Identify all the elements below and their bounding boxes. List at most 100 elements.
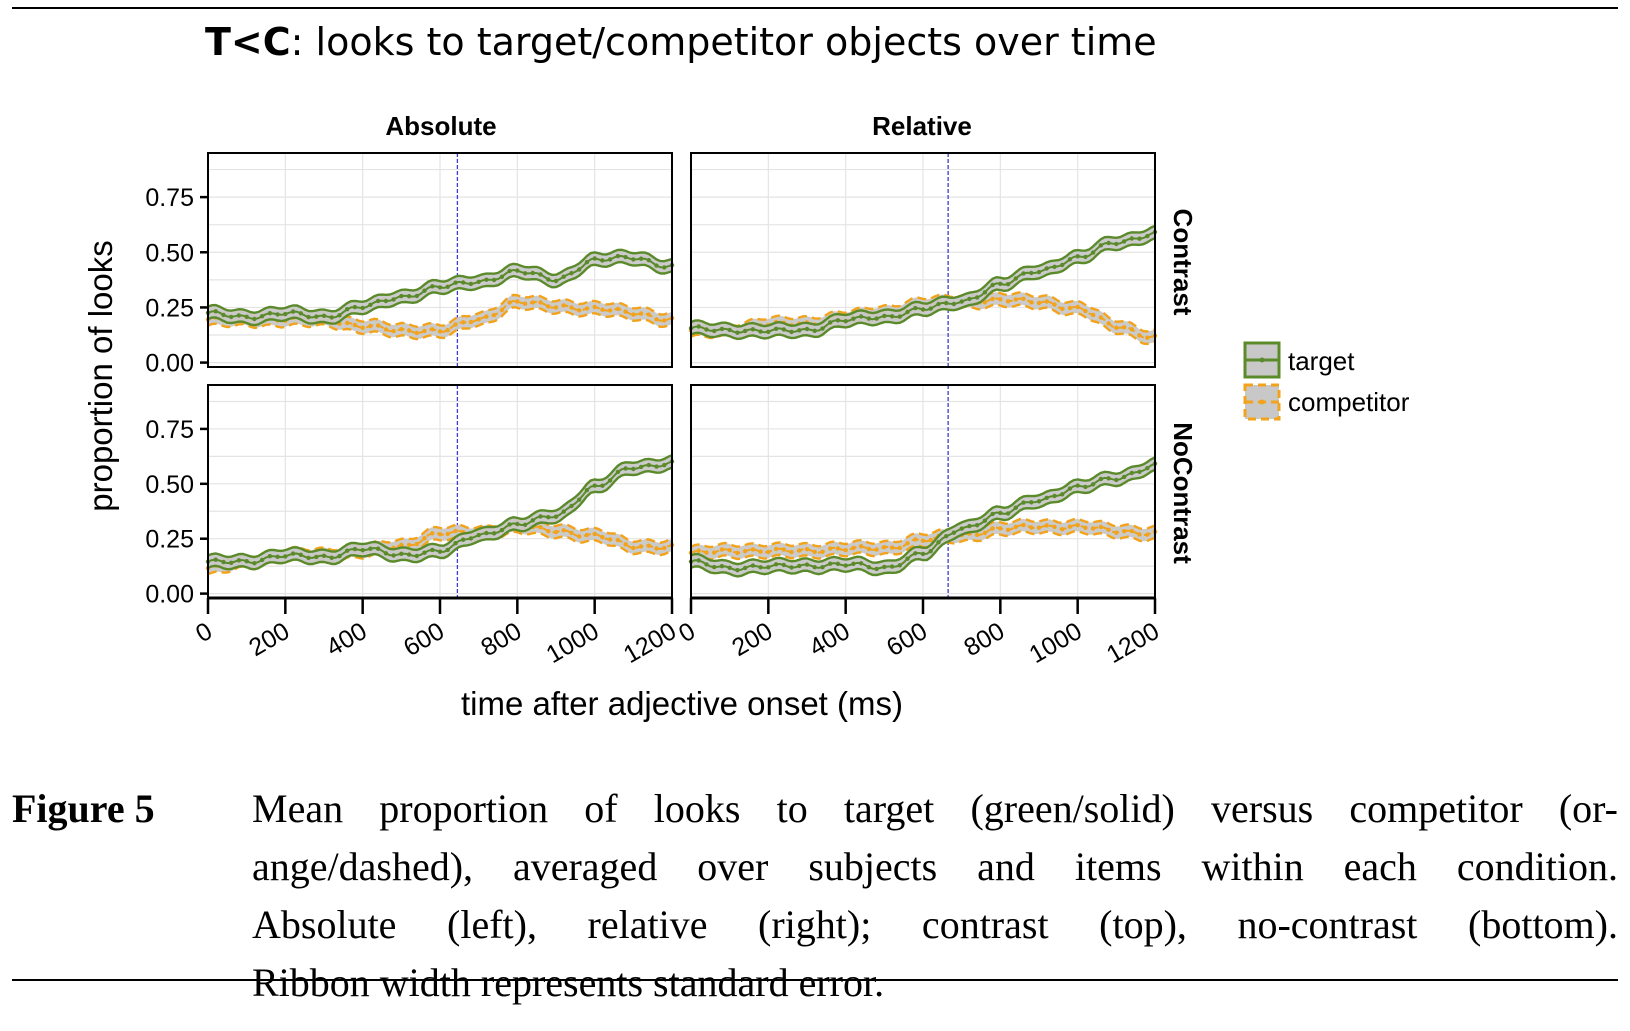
point-target xyxy=(252,561,257,566)
point-competitor xyxy=(422,536,427,541)
point-target xyxy=(835,561,841,566)
point-target xyxy=(236,558,242,563)
x-tick-label: 1200 xyxy=(1102,617,1164,669)
point-target xyxy=(1083,484,1088,490)
point-target xyxy=(244,559,249,564)
point-target xyxy=(430,284,435,289)
point-competitor xyxy=(461,320,466,325)
point-competitor xyxy=(584,306,590,311)
point-target xyxy=(1013,505,1018,510)
legend-key-target xyxy=(1243,341,1281,379)
point-competitor xyxy=(623,309,628,314)
point-target xyxy=(267,554,273,559)
y-tick-label: 0.75 xyxy=(145,416,194,444)
point-target xyxy=(843,319,848,324)
point-target xyxy=(967,523,972,529)
point-competitor xyxy=(453,528,458,534)
figure-title-text: : looks to target/competitor objects ove… xyxy=(290,20,1157,64)
point-competitor xyxy=(1083,525,1088,530)
point-competitor xyxy=(1013,524,1018,530)
point-target xyxy=(928,306,933,311)
point-competitor xyxy=(1137,333,1142,338)
point-target xyxy=(828,320,833,325)
point-competitor xyxy=(982,300,988,305)
point-target xyxy=(897,563,902,568)
point-target xyxy=(1036,499,1042,504)
caption-line-1: Mean proportion of looks to target (gree… xyxy=(252,786,1618,831)
point-target xyxy=(905,556,910,561)
point-target xyxy=(758,565,763,570)
point-competitor xyxy=(920,538,926,543)
point-target xyxy=(1137,236,1142,241)
point-target xyxy=(507,522,512,527)
point-target xyxy=(445,284,450,289)
point-target xyxy=(607,257,613,262)
point-target xyxy=(445,547,450,553)
panel-absolute-nocontrast xyxy=(205,384,675,599)
point-target xyxy=(383,551,389,556)
point-competitor xyxy=(414,330,419,336)
point-target xyxy=(453,280,458,285)
point-target xyxy=(789,565,794,570)
point-target xyxy=(290,551,296,556)
point-competitor xyxy=(1060,306,1065,311)
ribbon-lower-edge-target xyxy=(207,466,673,571)
point-competitor xyxy=(889,545,895,550)
point-target xyxy=(476,279,481,284)
point-competitor xyxy=(1129,327,1135,332)
point-competitor xyxy=(430,531,435,536)
point-competitor xyxy=(812,549,817,555)
point-target xyxy=(491,277,497,283)
point-target xyxy=(507,268,512,274)
point-competitor xyxy=(607,537,613,542)
point-competitor xyxy=(437,329,443,334)
point-target xyxy=(773,562,779,567)
point-competitor xyxy=(874,547,879,552)
point-target xyxy=(944,300,949,306)
point-competitor xyxy=(866,546,872,552)
panels-layer xyxy=(205,152,1158,599)
x-tick-label: 1000 xyxy=(541,617,603,669)
point-target xyxy=(858,561,864,566)
point-competitor xyxy=(820,549,825,554)
point-target xyxy=(646,258,651,263)
point-target xyxy=(882,564,887,570)
point-competitor xyxy=(797,548,802,553)
point-target xyxy=(461,280,466,285)
point-target xyxy=(797,328,802,333)
point-target xyxy=(414,553,419,559)
point-competitor xyxy=(1052,302,1057,307)
point-competitor xyxy=(1005,299,1011,304)
point-competitor xyxy=(414,541,419,547)
point-competitor xyxy=(1021,522,1026,528)
point-target xyxy=(1005,511,1011,516)
point-target xyxy=(1106,476,1111,481)
point-competitor xyxy=(1121,529,1127,534)
point-competitor xyxy=(631,545,636,551)
x-tick-label: 800 xyxy=(959,617,1009,662)
point-target xyxy=(600,258,605,263)
point-target xyxy=(1114,477,1119,483)
point-competitor xyxy=(913,537,918,542)
point-competitor xyxy=(835,546,841,551)
point-target xyxy=(437,285,443,290)
point-competitor xyxy=(704,550,709,555)
x-axis-label: time after adjective onset (ms) xyxy=(461,685,903,722)
bottom-rule xyxy=(12,979,1618,981)
ribbon-upper-edge-competitor xyxy=(207,518,673,564)
point-competitor xyxy=(851,545,856,551)
point-target xyxy=(252,316,257,322)
legend: target competitor xyxy=(1243,341,1410,421)
point-target xyxy=(704,562,709,567)
point-target xyxy=(1052,493,1057,499)
ribbon-lower-edge-competitor xyxy=(207,530,673,576)
x-tick-label: 0 xyxy=(191,617,217,648)
point-target xyxy=(244,314,249,319)
series-target xyxy=(688,224,1158,341)
point-target xyxy=(213,309,218,314)
point-competitor xyxy=(1029,300,1034,305)
point-target xyxy=(1090,482,1096,487)
point-target xyxy=(1145,466,1150,471)
point-target xyxy=(213,557,218,562)
point-competitor xyxy=(1098,524,1104,530)
